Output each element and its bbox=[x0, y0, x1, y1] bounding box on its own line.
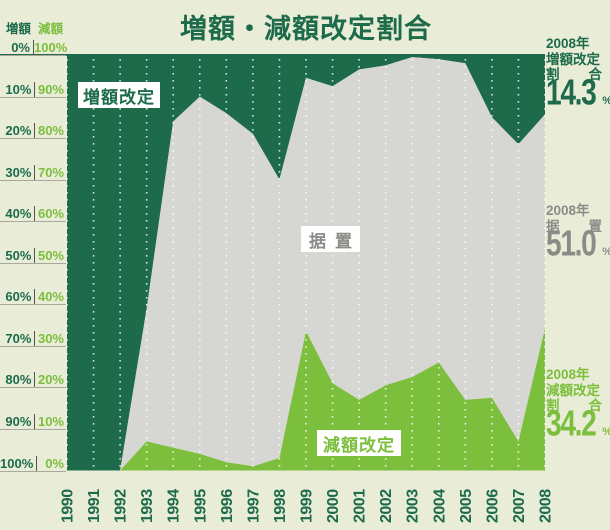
annotation-stay-value-row: 51.0% bbox=[546, 222, 610, 264]
increase-tick-label: 90% bbox=[5, 413, 32, 429]
year-label: 1993 bbox=[139, 489, 156, 523]
area-label-increase-text: 増額改定 bbox=[83, 87, 155, 107]
year-label: 1990 bbox=[60, 489, 77, 523]
decrease-tick-label: 70% bbox=[34, 164, 66, 180]
increase-tick-label: 10% bbox=[5, 81, 32, 97]
year-label: 1992 bbox=[113, 489, 130, 523]
left-axis: 増額 減額 0% 100% 10% 90% 20% 80% 30% 70% 40% 60% 50% 5… bbox=[0, 0, 70, 530]
year-label: 1991 bbox=[86, 489, 103, 523]
annotation-stay-name: 据 置 bbox=[546, 218, 602, 234]
decrease-tick-label: 20% bbox=[34, 372, 66, 388]
increase-tick-label: 100% bbox=[0, 455, 34, 471]
annotation-decrease-unit: % bbox=[602, 426, 610, 438]
increase-tick-label: 30% bbox=[5, 164, 32, 180]
decrease-tick-label: 100% bbox=[33, 40, 68, 55]
year-label: 2007 bbox=[511, 489, 528, 523]
area-decrease bbox=[67, 328, 545, 471]
decrease-tick-label: 50% bbox=[34, 247, 66, 263]
increase-tick-label: 60% bbox=[5, 289, 32, 305]
increase-tick-label: 20% bbox=[5, 123, 32, 139]
decrease-tick-label: 10% bbox=[34, 413, 66, 429]
area-label-stay-char1: 据 bbox=[309, 231, 326, 251]
annotation-increase-2008: 2008年 増額改定 割 合 14.3% bbox=[546, 36, 610, 112]
year-label: 2003 bbox=[405, 489, 422, 523]
axis-tick-row: 10% 90% bbox=[0, 80, 66, 98]
axis-tick-row: 0% 100% bbox=[0, 38, 68, 56]
annotation-decrease-name2: 割 合 bbox=[546, 398, 602, 413]
annotation-increase-value-row: 14.3% bbox=[546, 71, 610, 112]
axis-tick-row: 60% 40% bbox=[0, 287, 66, 306]
decrease-tick-label: 40% bbox=[34, 289, 66, 305]
area-label-stay-char2: 置 bbox=[335, 231, 352, 251]
increase-tick-label: 40% bbox=[5, 206, 32, 222]
year-label: 2008 bbox=[538, 489, 555, 523]
decrease-tick-label: 30% bbox=[34, 330, 66, 346]
area-label-decrease: 減額改定 bbox=[317, 430, 401, 456]
increase-axis-header: 増額 bbox=[5, 22, 31, 36]
year-label: 1996 bbox=[219, 489, 236, 523]
decrease-tick-label: 90% bbox=[34, 81, 66, 97]
annotation-increase-year: 2008年 bbox=[546, 36, 590, 51]
annotation-stay-value: 51.0 bbox=[546, 222, 597, 264]
year-label: 1994 bbox=[166, 489, 183, 523]
increase-tick-label: 50% bbox=[5, 247, 32, 263]
decrease-tick-label: 80% bbox=[34, 123, 66, 139]
annotation-decrease-value: 34.2 bbox=[546, 402, 597, 443]
increase-tick-label: 70% bbox=[5, 330, 32, 346]
annotation-increase-unit: % bbox=[602, 95, 610, 107]
axis-tick-row: 90% 10% bbox=[0, 412, 66, 430]
area-label-increase: 増額改定 bbox=[78, 82, 160, 108]
axis-tick-row: 20% 80% bbox=[0, 121, 66, 140]
year-label: 1998 bbox=[272, 489, 289, 523]
axis-tick-row: 70% 30% bbox=[0, 329, 66, 347]
year-label: 2002 bbox=[378, 489, 395, 523]
year-label: 2000 bbox=[325, 489, 342, 523]
axis-tick-row: 100% 0% bbox=[0, 454, 66, 472]
axis-tick-row: 50% 50% bbox=[0, 246, 66, 264]
decrease-axis-header: 減額 bbox=[37, 22, 63, 36]
year-label: 1997 bbox=[245, 489, 262, 523]
annotation-increase-name: 増額改定 bbox=[546, 51, 600, 67]
annotation-decrease-2008: 2008年 減額改定 割 合 34.2% bbox=[546, 367, 610, 443]
area-stay bbox=[67, 57, 545, 471]
area-label-stay: 据 置 bbox=[301, 226, 360, 252]
axis-header-row: 増額 減額 bbox=[0, 18, 66, 37]
annotation-increase-value: 14.3 bbox=[546, 71, 597, 112]
annotation-decrease-value-row: 34.2% bbox=[546, 402, 610, 443]
year-label: 2005 bbox=[458, 489, 475, 523]
year-label: 2001 bbox=[352, 489, 369, 523]
axis-tick-row: 80% 20% bbox=[0, 370, 66, 389]
annotation-increase-name2: 割 合 bbox=[546, 67, 602, 82]
increase-tick-label: 0% bbox=[11, 40, 30, 55]
page-title: 増額・減額改定割合 bbox=[180, 14, 432, 44]
annotation-decrease-year: 2008年 bbox=[546, 367, 590, 382]
annotation-stay-year: 2008年 bbox=[546, 203, 590, 218]
year-label: 1995 bbox=[192, 489, 209, 523]
year-label: 2004 bbox=[431, 489, 448, 523]
annotation-stay-unit: % bbox=[602, 246, 610, 258]
axis-tick-row: 40% 60% bbox=[0, 204, 66, 223]
year-label: 1999 bbox=[299, 489, 316, 523]
increase-tick-label: 80% bbox=[5, 372, 32, 388]
year-label: 2006 bbox=[484, 489, 501, 523]
annotation-stay-2008: 2008年 据 置 51.0% bbox=[546, 203, 610, 264]
area-label-decrease-text: 減額改定 bbox=[323, 435, 395, 455]
decrease-tick-label: 0% bbox=[36, 455, 66, 471]
axis-tick-row: 30% 70% bbox=[0, 163, 66, 181]
annotation-decrease-name: 減額改定 bbox=[546, 382, 600, 398]
decrease-tick-label: 60% bbox=[34, 206, 66, 222]
